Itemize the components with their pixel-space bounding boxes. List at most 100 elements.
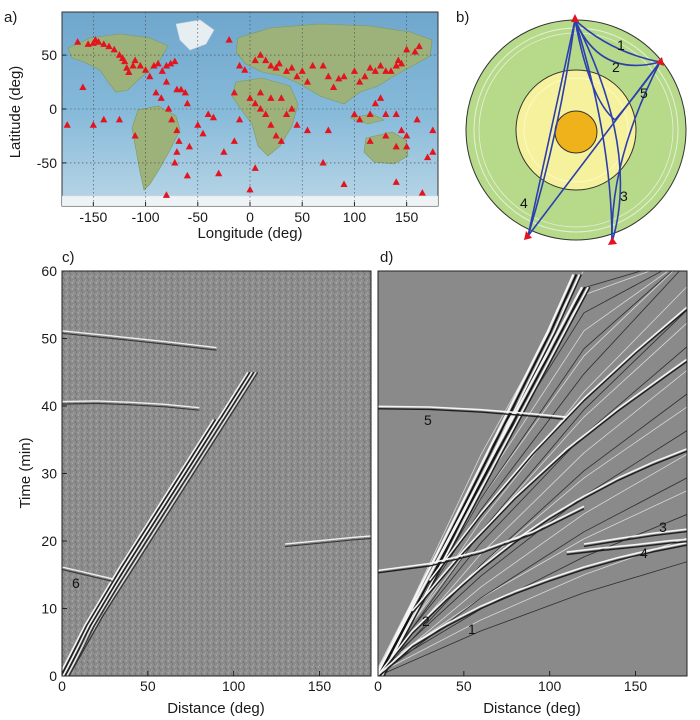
seismogram-d-branch-fan-5 xyxy=(378,453,687,674)
station-marker xyxy=(277,137,285,144)
seismogram-c-y-tick-label: 20 xyxy=(41,533,57,549)
seismogram-d-x-axis-title: Distance (deg) xyxy=(483,700,581,717)
station-marker xyxy=(309,61,317,69)
station-marker xyxy=(157,94,165,101)
seismogram-d-branch-phase-1-band xyxy=(378,544,687,676)
station-marker xyxy=(251,99,259,107)
station-marker xyxy=(403,131,411,139)
seismogram-c-branch-overtone-band xyxy=(62,419,217,676)
seismogram-c-branch-horizontal-16 xyxy=(62,566,114,580)
seismogram-c-branch-horizontal-50 xyxy=(62,330,217,349)
seismogram-c-branch-overtone-band xyxy=(64,419,221,676)
station-marker xyxy=(392,61,400,69)
panel-d: d) 0 50 100 150 5 3 4 2 1 Distance (deg) xyxy=(374,249,688,717)
station-marker xyxy=(110,45,118,53)
station-marker xyxy=(392,142,400,150)
station-marker xyxy=(199,129,207,137)
station-marker xyxy=(121,57,129,65)
seismogram-c-y-tick-label: 10 xyxy=(41,601,57,617)
seismogram-d-branch-fan-10 xyxy=(378,346,687,671)
map-y-tick-label: 50 xyxy=(41,47,57,63)
station-marker xyxy=(230,137,238,144)
station-marker xyxy=(356,115,364,123)
station-marker xyxy=(241,66,249,73)
station-marker xyxy=(146,72,154,80)
seismogram-c-branch-horizontal-20-band xyxy=(285,537,371,548)
seismogram-c-branch-phase-6-band xyxy=(68,371,259,676)
station-marker xyxy=(194,121,202,128)
ray-label-3: 3 xyxy=(620,188,628,204)
seismogram-d-x-tick-label: 50 xyxy=(456,678,472,694)
seismogram-d-branch-phase-1 xyxy=(378,541,687,676)
map-x-tick-label: 50 xyxy=(294,209,310,225)
station-marker xyxy=(288,105,296,112)
station-marker xyxy=(167,59,175,67)
station-marker xyxy=(319,61,327,69)
source-marker xyxy=(571,14,579,22)
station-marker xyxy=(164,105,173,112)
seismogram-c-branch-horizontal-50-band xyxy=(62,332,217,351)
receiver-marker xyxy=(608,237,617,245)
station-marker xyxy=(125,68,133,75)
station-marker xyxy=(392,178,400,185)
station-marker xyxy=(63,121,71,128)
station-marker xyxy=(350,67,359,74)
phase-label-6: 6 xyxy=(72,575,80,591)
station-marker xyxy=(89,121,97,128)
seismogram-c-y-tick-label: 50 xyxy=(41,331,57,347)
station-marker xyxy=(162,191,171,198)
panel-b: b) 1 2 5 4 3 xyxy=(456,9,687,245)
station-marker xyxy=(105,42,113,50)
seismogram-d-branch-rayleigh xyxy=(378,273,575,675)
ray-label-1: 1 xyxy=(617,37,625,53)
station-marker xyxy=(335,74,343,82)
station-marker xyxy=(350,110,359,117)
map-x-tick-label: -150 xyxy=(79,209,107,225)
map-x-tick-label: 150 xyxy=(395,209,419,225)
station-marker xyxy=(366,64,374,71)
station-marker xyxy=(235,61,244,69)
seismogram-c-x-tick-label: 50 xyxy=(140,678,156,694)
ray-endpoints xyxy=(524,14,664,245)
seismogram-c-branch-overtone-band xyxy=(68,419,225,676)
station-marker xyxy=(262,110,270,117)
seismogram-d-x-tick-label: 150 xyxy=(624,678,648,694)
station-marker xyxy=(136,61,144,69)
station-marker xyxy=(162,61,171,69)
station-markers xyxy=(63,36,437,198)
seismogram-d-branch-love-band xyxy=(383,286,591,676)
station-marker xyxy=(175,137,183,144)
seismogram-d-branch-phase-4 xyxy=(566,538,687,553)
station-marker xyxy=(387,67,395,74)
map-axis-ticks: -150 -100 -50 0 50 100 150 50 0 -50 xyxy=(37,47,419,225)
station-marker xyxy=(251,164,259,171)
station-marker xyxy=(262,56,270,64)
seismogram-c-background xyxy=(62,271,371,676)
station-marker xyxy=(303,126,312,134)
seismogram-d-branch-SSS xyxy=(428,306,687,581)
station-marker xyxy=(403,45,411,53)
station-marker xyxy=(324,126,332,134)
seismogram-c-branch-overtone-band xyxy=(62,419,219,676)
seismogram-c-branch-overtone-band xyxy=(66,419,223,676)
seismogram-c-branch-horizontal-20 xyxy=(285,535,371,545)
receiver-marker xyxy=(524,231,532,240)
station-marker xyxy=(277,94,285,101)
seismogram-c-y-tick-label: 30 xyxy=(41,466,57,482)
seismogram-c-y-tick-label: 0 xyxy=(49,668,57,684)
station-marker xyxy=(141,66,150,73)
station-marker xyxy=(129,61,137,69)
seismogram-d-x-tick-label: 0 xyxy=(374,678,382,694)
station-marker xyxy=(246,94,254,101)
seismogram-d-branch-phase-5 xyxy=(378,405,567,418)
station-marker xyxy=(288,64,296,71)
station-marker xyxy=(209,113,218,121)
phase-label-3: 3 xyxy=(659,519,667,535)
seismogram-d-frame xyxy=(377,270,688,677)
station-marker xyxy=(267,121,275,128)
station-marker xyxy=(411,47,419,55)
station-marker xyxy=(356,78,364,85)
station-marker xyxy=(74,38,82,45)
seismogram-c-y-axis-title: Time (min) xyxy=(17,437,34,508)
station-marker xyxy=(394,56,402,64)
